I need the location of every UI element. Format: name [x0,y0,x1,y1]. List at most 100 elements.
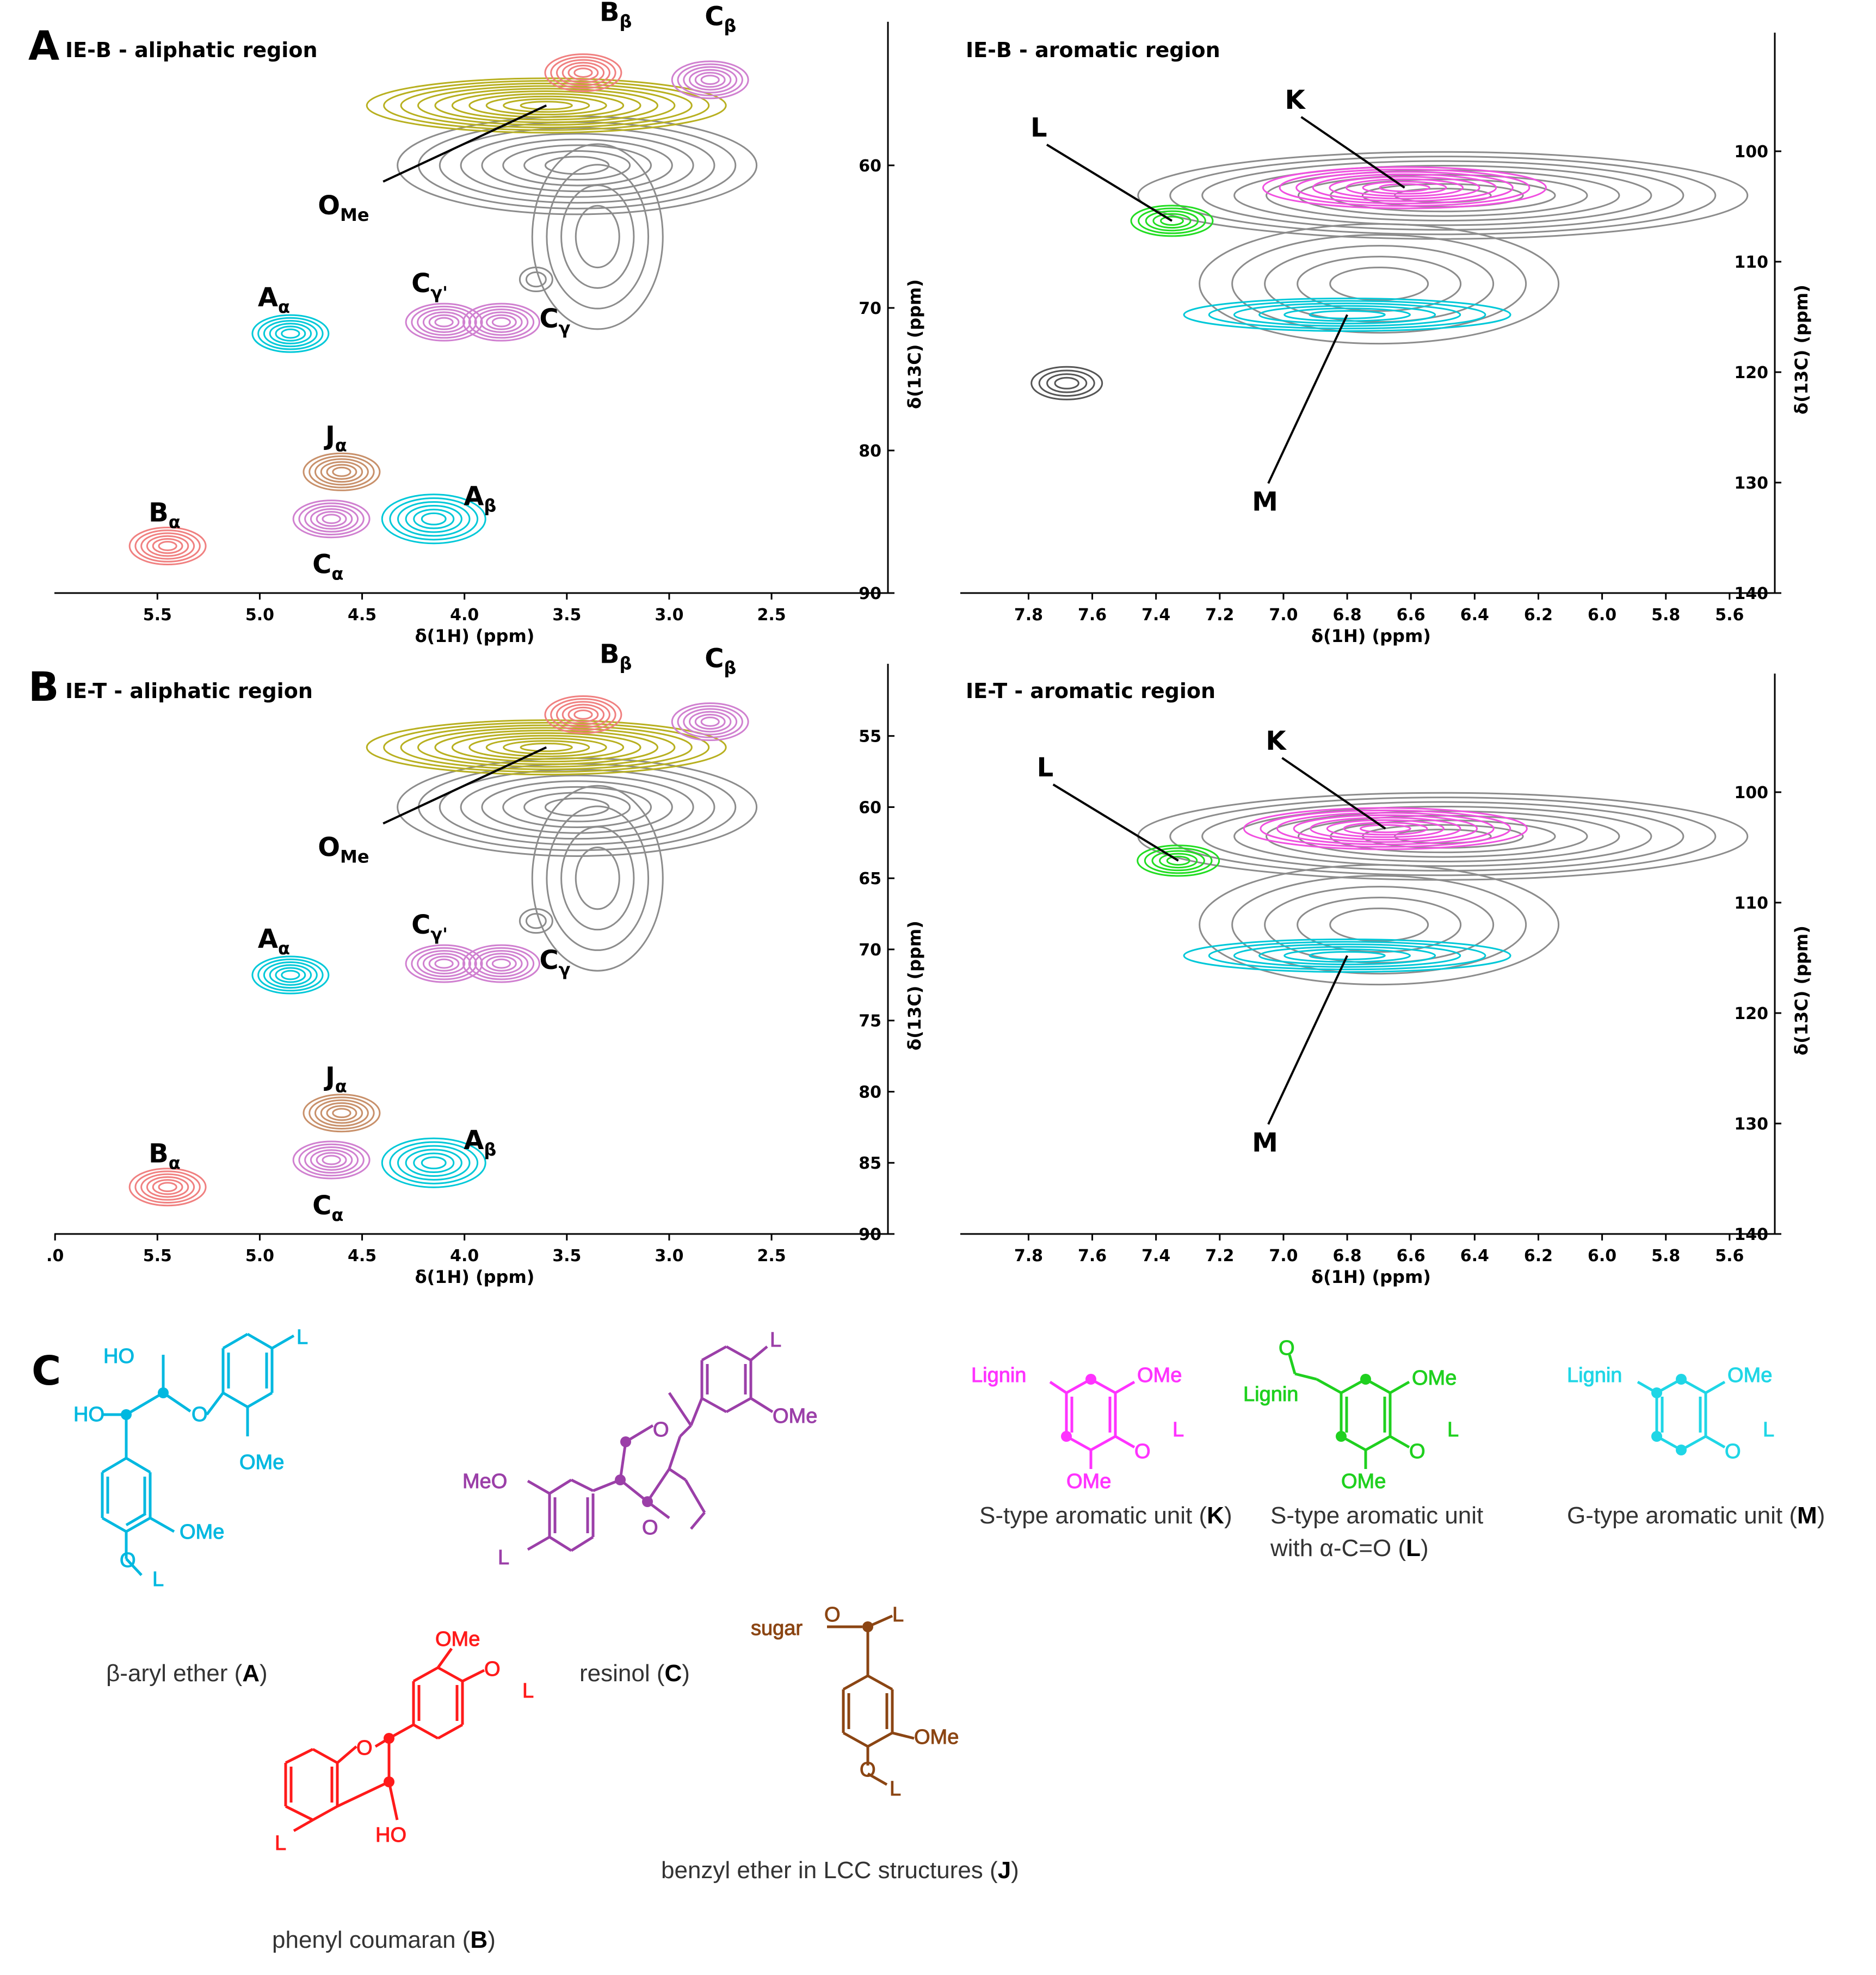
struct-c-meo: MeO [462,1470,507,1493]
x-tick-label: 4.0 [450,606,479,625]
bg-contour-ring [1233,805,1652,867]
bg-contour-ring [1233,164,1652,226]
bg-contour-ring [1169,797,1717,877]
struct-j-l1: L [892,1603,904,1626]
peak-Bβ-ring [544,695,622,734]
x-tick-label: 3.5 [552,1246,581,1266]
x-tick-label: 2.5 [757,1246,786,1266]
caption-c-post: ) [682,1660,690,1687]
peak-Cγ'-ring [434,958,454,969]
peak-label-Cγ': Cγ' [411,910,448,945]
panel-c: C HO HO O OMe L OMe O L β-aryl ether (A)… [32,1326,1825,1954]
bg-contour-ring [1231,234,1527,334]
peak-M-ring [1283,948,1411,963]
peak-K-ring [1379,183,1430,193]
peak-OMe-ring [468,735,625,760]
bg-contour-ring [575,847,620,910]
peak-Jα-ring [303,1094,381,1133]
structure-b-bonds [284,1647,485,1832]
peak-OMe-ring [383,80,710,131]
peak-OMe-ring [400,82,693,128]
peak-K-ring [1359,824,1411,834]
bg-contour-ring [523,150,631,181]
bg-contour-ring [1231,875,1527,975]
peak-Cγ-ring [462,303,540,342]
y-tick-label: 130 [1734,474,1768,493]
peak-Cβ-ring [688,711,732,733]
peak-Cα-ring [304,1146,359,1174]
struct-l-ome2: OMe [1341,1470,1386,1493]
peak-label-Jα: Jα [324,1062,347,1097]
peak-Bβ-ring [556,701,610,729]
peak-Cγ-ring [480,311,523,333]
peak-Jα-ring [326,464,357,480]
peak-label-Bα: Bα [149,498,181,533]
peak-label-Cα: Cα [312,550,343,584]
bg-contour-ring [519,267,553,293]
caption-l-line2: with α-C=O (L) [1270,1535,1429,1562]
caption-l-letter: L [1406,1535,1421,1562]
peak-Jα-ring [308,1096,375,1130]
struct-k-o: O [1134,1440,1151,1463]
x-tick-label: 6.8 [1332,1246,1361,1266]
y-tick-label: 80 [859,1083,881,1102]
peak-K-ring [1276,812,1495,845]
x-tick-label: 7.8 [1014,606,1043,625]
peak-label-M: M [1252,486,1278,517]
peak-Aβ-ring [381,493,486,545]
peak-OMe-ring [485,737,607,757]
structure-resinol: O O L OMe MeO L [462,1329,818,1570]
peak-Jα-ring [332,466,351,477]
peak-Cγ-ring [480,953,523,974]
peak-label-Cγ': Cγ' [411,268,448,303]
peak-Aβ-ring [413,1152,455,1174]
x-tick-label: 6.6 [1397,1246,1425,1266]
peak-label-Cβ: Cβ [705,644,736,678]
peak-Cγ-ring [462,944,540,983]
peak-Cγ'-ring [411,305,477,339]
peak-M-ring [1233,943,1461,968]
bg-contour-ring [544,798,610,817]
peak-OMe-ring [468,92,625,118]
y-tick-label: 80 [859,442,881,461]
y-tick-label: 130 [1734,1115,1768,1134]
structure-benzyl-ether-lcc: sugar O L OMe O L [751,1603,959,1801]
x-tick-label: 3.0 [655,606,683,625]
struct-k-ome1: OMe [1137,1364,1182,1387]
y-tick-label: 65 [859,869,881,888]
structure-l-bonds [1288,1354,1410,1469]
y-tick-label: 100 [1734,783,1768,803]
peak-leader-K [1300,116,1405,189]
struct-m-lignin: Lignin [1567,1364,1622,1387]
peak-Bβ-ring [556,59,610,87]
x-tick-label: 7.2 [1205,606,1234,625]
peak-Cα-ring [298,502,365,536]
bg-contour-ring [1030,366,1103,400]
structure-j-bonds [827,1614,915,1786]
x-axis-label: δ(1H) (ppm) [1311,1267,1431,1287]
panel-title: IE-B - aliphatic region [65,38,318,62]
peak-L-ring [1144,847,1213,874]
peak-label-Bβ: Bβ [600,639,632,674]
x-axis-label: δ(1H) (ppm) [1311,626,1431,646]
peak-Jα-ring [303,452,381,491]
bg-contour-ring [1054,377,1079,390]
peak-OMe-ring [485,95,607,116]
caption-l-pre2: with α-C=O ( [1270,1535,1406,1562]
peak-Cα-ring [298,1143,365,1177]
peak-Aα-ring [257,958,324,992]
bg-contour-ring [1329,267,1429,301]
bg-contour-ring [1297,897,1462,953]
caption-k: S-type aromatic unit (K) [979,1502,1232,1529]
peak-label-Jα: Jα [324,421,347,455]
peak-Cγ-ring [468,305,535,339]
x-tick-label: 7.6 [1078,1246,1107,1266]
caption-a-letter: A [242,1660,260,1687]
struct-c-l1: L [770,1329,781,1351]
bg-contour-ring [1199,864,1560,986]
x-tick-label: 5.8 [1651,606,1680,625]
peak-Bα-ring [134,1170,201,1203]
peak-Bβ-ring [550,56,616,89]
peak-OMe-ring [503,740,590,755]
peak-Aβ-ring [381,1137,486,1188]
